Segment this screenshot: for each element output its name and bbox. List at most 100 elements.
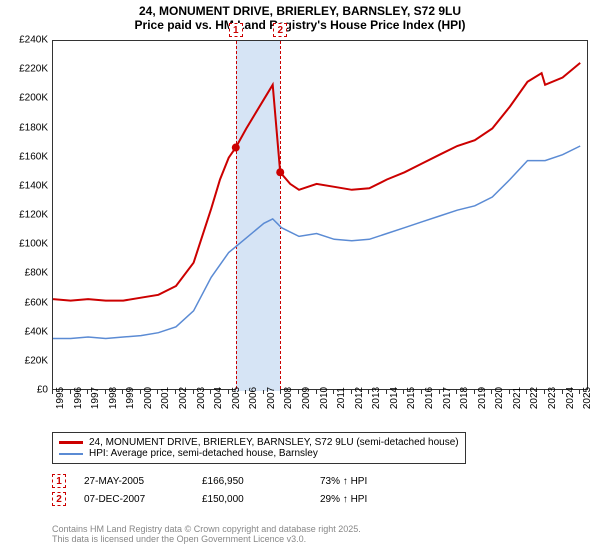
- ytick-label: £140K: [0, 180, 48, 191]
- xtick-label: 2016: [424, 387, 435, 409]
- xtick-label: 2002: [178, 387, 189, 409]
- xtick-label: 1995: [55, 387, 66, 409]
- xtick-label: 2017: [442, 387, 453, 409]
- xtick-label: 2020: [494, 387, 505, 409]
- ytick-label: £40K: [0, 326, 48, 337]
- xtick-label: 1998: [108, 387, 119, 409]
- ytick-label: £100K: [0, 239, 48, 250]
- ytick-label: £220K: [0, 64, 48, 75]
- series-hpi: [53, 146, 580, 339]
- transaction-list: 127-MAY-2005£166,95073% ↑ HPI207-DEC-200…: [52, 474, 420, 510]
- xtick: [157, 390, 158, 394]
- ytick-label: £120K: [0, 210, 48, 221]
- xtick-label: 2010: [319, 387, 330, 409]
- xtick: [87, 390, 88, 394]
- copyright-line2: This data is licensed under the Open Gov…: [52, 534, 361, 544]
- transaction-row: 207-DEC-2007£150,00029% ↑ HPI: [52, 492, 420, 506]
- xtick-label: 2008: [283, 387, 294, 409]
- xtick: [368, 390, 369, 394]
- xtick-label: 2014: [389, 387, 400, 409]
- row-date: 27-MAY-2005: [84, 476, 184, 487]
- xtick-label: 2005: [231, 387, 242, 409]
- copyright: Contains HM Land Registry data © Crown c…: [52, 524, 361, 544]
- xtick: [122, 390, 123, 394]
- xtick: [544, 390, 545, 394]
- xtick: [333, 390, 334, 394]
- xtick-label: 1996: [73, 387, 84, 409]
- xtick: [562, 390, 563, 394]
- xtick: [175, 390, 176, 394]
- xtick-label: 2022: [529, 387, 540, 409]
- chart-title: 24, MONUMENT DRIVE, BRIERLEY, BARNSLEY, …: [0, 0, 600, 32]
- legend-swatch-2: [59, 453, 83, 455]
- ytick-label: £180K: [0, 122, 48, 133]
- line-layer: [53, 41, 589, 391]
- xtick: [298, 390, 299, 394]
- xtick: [386, 390, 387, 394]
- xtick-label: 2015: [406, 387, 417, 409]
- series-price_paid: [53, 63, 580, 301]
- xtick: [228, 390, 229, 394]
- xtick-label: 2007: [266, 387, 277, 409]
- xtick: [140, 390, 141, 394]
- xtick: [491, 390, 492, 394]
- legend-label-1: 24, MONUMENT DRIVE, BRIERLEY, BARNSLEY, …: [89, 437, 459, 448]
- xtick: [52, 390, 53, 394]
- xtick: [70, 390, 71, 394]
- legend: 24, MONUMENT DRIVE, BRIERLEY, BARNSLEY, …: [52, 432, 466, 464]
- row-marker-icon: 2: [52, 492, 66, 506]
- marker-dot: [232, 144, 240, 152]
- xtick-label: 2025: [582, 387, 593, 409]
- xtick-label: 1997: [90, 387, 101, 409]
- row-marker-icon: 1: [52, 474, 66, 488]
- ytick-label: £200K: [0, 93, 48, 104]
- ytick-label: £80K: [0, 268, 48, 279]
- xtick: [351, 390, 352, 394]
- ytick-label: £160K: [0, 151, 48, 162]
- xtick-label: 2004: [213, 387, 224, 409]
- xtick: [316, 390, 317, 394]
- xtick-label: 2012: [354, 387, 365, 409]
- xtick-label: 2024: [565, 387, 576, 409]
- legend-row: HPI: Average price, semi-detached house,…: [59, 448, 459, 459]
- xtick: [403, 390, 404, 394]
- xtick-label: 2000: [143, 387, 154, 409]
- xtick-label: 2009: [301, 387, 312, 409]
- title-line1: 24, MONUMENT DRIVE, BRIERLEY, BARNSLEY, …: [0, 4, 600, 18]
- xtick: [421, 390, 422, 394]
- ytick-label: £60K: [0, 297, 48, 308]
- xtick-label: 2003: [196, 387, 207, 409]
- xtick: [474, 390, 475, 394]
- legend-label-2: HPI: Average price, semi-detached house,…: [89, 448, 318, 459]
- row-pct: 29% ↑ HPI: [320, 494, 420, 505]
- legend-row: 24, MONUMENT DRIVE, BRIERLEY, BARNSLEY, …: [59, 437, 459, 448]
- xtick-label: 1999: [125, 387, 136, 409]
- xtick: [105, 390, 106, 394]
- title-line2: Price paid vs. HM Land Registry's House …: [0, 18, 600, 32]
- xtick-label: 2001: [160, 387, 171, 409]
- xtick: [245, 390, 246, 394]
- marker-label-1: 1: [229, 23, 243, 37]
- ytick-label: £0: [0, 385, 48, 396]
- row-pct: 73% ↑ HPI: [320, 476, 420, 487]
- xtick-label: 2018: [459, 387, 470, 409]
- marker-dot: [276, 168, 284, 176]
- marker-label-2: 2: [273, 23, 287, 37]
- xtick-label: 2019: [477, 387, 488, 409]
- xtick-label: 2006: [248, 387, 259, 409]
- chart-container: 24, MONUMENT DRIVE, BRIERLEY, BARNSLEY, …: [0, 0, 600, 560]
- row-price: £150,000: [202, 494, 302, 505]
- legend-swatch-1: [59, 441, 83, 444]
- xtick: [456, 390, 457, 394]
- xtick: [579, 390, 580, 394]
- ytick-label: £20K: [0, 355, 48, 366]
- xtick: [526, 390, 527, 394]
- xtick-label: 2021: [512, 387, 523, 409]
- xtick: [193, 390, 194, 394]
- xtick: [280, 390, 281, 394]
- xtick: [263, 390, 264, 394]
- ytick-label: £240K: [0, 35, 48, 46]
- xtick: [509, 390, 510, 394]
- copyright-line1: Contains HM Land Registry data © Crown c…: [52, 524, 361, 534]
- row-price: £166,950: [202, 476, 302, 487]
